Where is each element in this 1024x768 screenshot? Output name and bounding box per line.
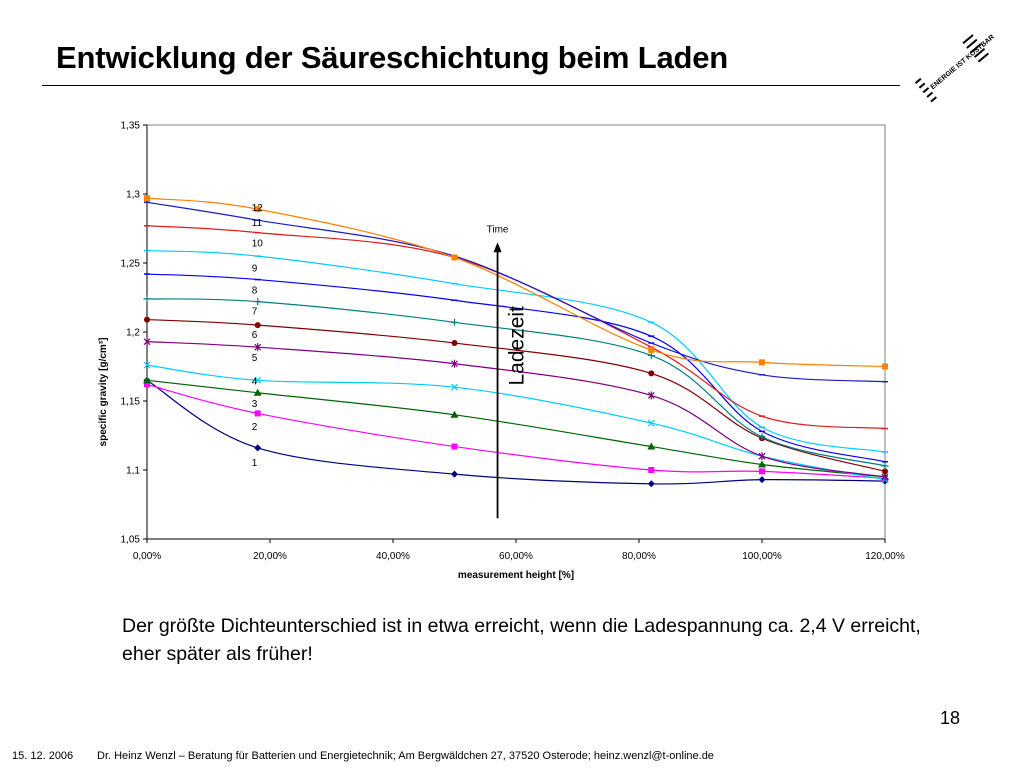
series-number-label: 6 [252, 330, 258, 341]
series-number-label: 8 [252, 286, 258, 297]
y-tick-label: 1,2 [126, 328, 140, 339]
series-number-label: 3 [252, 399, 258, 410]
series-5 [143, 337, 889, 481]
data-point [143, 295, 151, 303]
data-point [648, 346, 655, 353]
data-point [882, 468, 888, 475]
y-tick-label: 1,05 [121, 535, 141, 546]
data-point [254, 322, 261, 329]
data-point [451, 340, 458, 347]
y-axis-title: specific gravity [g/cm³] [98, 338, 109, 447]
x-tick-label: 60,00% [499, 551, 533, 562]
y-tick-label: 1,15 [121, 397, 141, 408]
data-point [144, 316, 150, 323]
series-number-label: 9 [252, 264, 258, 275]
series-7 [143, 295, 889, 470]
data-point [253, 388, 262, 396]
series-number-label: 5 [252, 353, 258, 364]
x-axis-title: measurement height [%] [458, 570, 574, 581]
line-chart: 1,05 1,1 1,15 1,2 1,25 1,3 1,35 0,00% 20,00% 40,0… [98, 121, 905, 582]
y-tick-label: 1,1 [126, 466, 140, 477]
series-number-label: 7 [252, 306, 258, 317]
data-point [759, 359, 765, 366]
logo-energie-ist-kostbar: ENERGIE IST KOSTBAR [914, 34, 996, 103]
x-tick-label: 100,00% [742, 551, 782, 562]
y-tick-label: 1,3 [126, 190, 140, 201]
data-point [759, 468, 765, 475]
data-point [451, 359, 458, 368]
data-point [758, 433, 766, 441]
page-number: 18 [940, 708, 961, 728]
data-point [648, 467, 655, 473]
x-tick-label: 80,00% [622, 551, 656, 562]
series-8 [144, 273, 888, 463]
slide-title: Entwicklung der Säureschichtung beim Lad… [56, 40, 728, 75]
data-point [758, 460, 766, 468]
time-arrow-head [493, 242, 502, 253]
data-point [254, 444, 262, 452]
data-point [451, 254, 458, 261]
data-point [254, 298, 262, 306]
data-point [758, 452, 766, 461]
data-point [143, 337, 151, 346]
data-point [254, 343, 262, 352]
x-tick-label: 40,00% [376, 551, 410, 562]
data-point [254, 206, 261, 213]
data-point [144, 195, 150, 202]
series-number-label: 2 [252, 422, 258, 433]
data-point [647, 351, 655, 359]
data-point [451, 318, 458, 326]
series-number-label: 11 [252, 218, 263, 229]
footer-date: 15. 12. 2006 [12, 750, 74, 762]
x-tick-label: 0,00% [133, 551, 161, 562]
x-tick-label: 120,00% [865, 551, 905, 562]
data-point [647, 480, 655, 488]
data-point [758, 476, 766, 484]
data-point [143, 361, 151, 369]
series-number-label: 12 [252, 203, 264, 214]
data-point [647, 419, 655, 427]
data-point [451, 383, 458, 391]
data-point [647, 442, 656, 450]
data-point [144, 381, 150, 388]
title-divider [42, 85, 900, 86]
footer-author: Dr. Heinz Wenzl – Beratung für Batterien… [97, 750, 714, 762]
data-point [882, 363, 888, 370]
data-point [881, 462, 889, 470]
time-label: Time [487, 224, 509, 235]
chart-axes: 1,05 1,1 1,15 1,2 1,25 1,3 1,35 0,00% 20,00% 40,0… [121, 121, 905, 563]
series-number-label: 10 [252, 239, 264, 250]
data-point [254, 376, 262, 384]
slide-caption: Der größte Dichteunterschied ist in etwa… [122, 615, 921, 665]
data-point [450, 410, 459, 418]
ladezeit-label: Ladezeit [506, 306, 529, 386]
x-tick-label: 20,00% [253, 551, 287, 562]
data-point [254, 410, 261, 417]
series-layer [143, 195, 889, 488]
data-point [143, 376, 151, 384]
data-point [648, 370, 655, 377]
series-number-label: 4 [252, 377, 258, 388]
data-point [451, 470, 458, 478]
series-number-label: 1 [252, 458, 258, 469]
series-line [146, 379, 886, 485]
data-point [451, 443, 458, 450]
data-point [647, 391, 655, 400]
series-12 [144, 195, 888, 370]
y-tick-label: 1,35 [121, 121, 141, 132]
y-tick-label: 1,25 [121, 259, 141, 270]
